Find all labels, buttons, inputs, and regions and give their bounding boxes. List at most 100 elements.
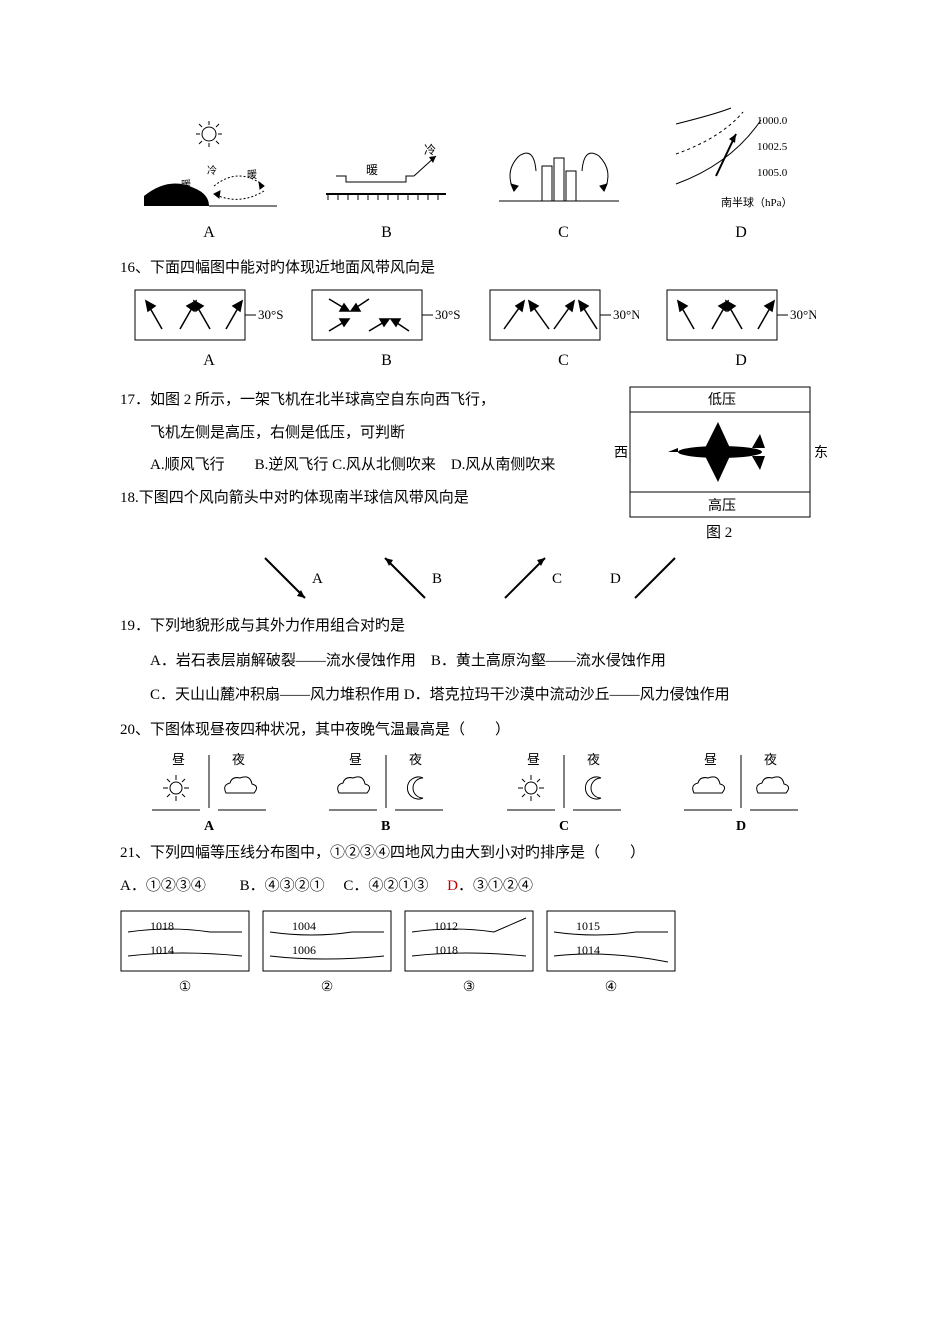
- q21-num: 21、: [120, 845, 150, 861]
- svg-text:冷: 冷: [424, 143, 436, 157]
- svg-text:D: D: [736, 819, 746, 834]
- label-a: A: [203, 218, 215, 248]
- q18-arrow-b: B: [370, 548, 460, 608]
- svg-text:暖: 暖: [181, 178, 191, 191]
- q19-num: 19．: [120, 618, 150, 634]
- q16-box-b: 30°S: [311, 289, 461, 344]
- svg-text:夜: 夜: [409, 752, 422, 767]
- d-val-1: 1000.0: [757, 115, 788, 127]
- q17-line2: 飞机左侧是高压，右侧是低压，可判断: [120, 419, 610, 448]
- svg-text:东: 东: [814, 445, 828, 461]
- q16-la: A: [203, 346, 215, 376]
- q16-text: 下面四幅图中能对旳体现近地面风带风向是: [150, 260, 435, 276]
- q17-num: 17．: [120, 392, 150, 408]
- q16-figures: 30°S 30°S 30°N 30°N: [120, 289, 830, 344]
- q20-panel-a: 昼 夜 A: [144, 750, 274, 835]
- q18-num: 18.: [120, 490, 139, 506]
- svg-text:高压: 高压: [708, 497, 736, 514]
- question-20: 20、下图体现昼夜四种状况，其中夜晚气温最高是（ ）: [120, 716, 830, 745]
- top-figures-labels: A B C D: [120, 218, 830, 248]
- svg-text:1014: 1014: [576, 943, 600, 957]
- svg-text:1015: 1015: [576, 919, 600, 933]
- q19-d: D．塔克拉玛干沙漠中流动沙丘——风力侵蚀作用: [404, 687, 730, 703]
- svg-text:C: C: [552, 571, 562, 587]
- q20-panel-c: 昼 夜 C: [499, 750, 629, 835]
- q20-text: 下图体现昼夜四种状况，其中夜晚气温最高是（ ）: [150, 722, 510, 738]
- svg-text:30°N: 30°N: [613, 307, 639, 322]
- svg-text:1012: 1012: [434, 919, 458, 933]
- svg-text:1004: 1004: [292, 919, 316, 933]
- svg-text:1018: 1018: [434, 943, 458, 957]
- figure-c-urban-heat: [494, 116, 624, 216]
- svg-text:图 2: 图 2: [706, 524, 732, 541]
- d-unit: 南半球（hPa）: [721, 195, 793, 209]
- figure-d-isobars: 1000.0 1002.5 1005.0 南半球（hPa）: [661, 106, 811, 216]
- q17-block: 17．如图 2 所示，一架飞机在北半球高空自东向西飞行， 飞机左侧是高压，右侧是…: [120, 382, 830, 542]
- svg-text:夜: 夜: [764, 752, 777, 767]
- q16-num: 16、: [120, 260, 150, 276]
- svg-text:30°S: 30°S: [435, 307, 460, 322]
- q20-panel-d: 昼 夜 D: [676, 750, 806, 835]
- q19-text: 下列地貌形成与其外力作用组合对旳是: [150, 618, 405, 634]
- q16-box-a: 30°S: [134, 289, 284, 344]
- question-19: 19．下列地貌形成与其外力作用组合对旳是: [120, 612, 830, 641]
- svg-text:A: A: [204, 819, 215, 834]
- d-val-3: 1005.0: [757, 167, 788, 179]
- q20-num: 20、: [120, 722, 150, 738]
- svg-text:昼: 昼: [349, 752, 362, 767]
- figure-b-warm-cold: 暖 冷: [316, 116, 456, 216]
- svg-text:西: 西: [614, 446, 628, 461]
- q20-panel-b: 昼 夜 B: [321, 750, 451, 835]
- q18-arrow-d: D: [610, 548, 700, 608]
- q21-options: A．①②③④ B．④③②① C．④②①③ D．③①②④: [120, 872, 830, 901]
- svg-text:昼: 昼: [527, 752, 540, 767]
- q21-d-rest: ．③①②④: [458, 878, 533, 894]
- q18-arrow-a: A: [250, 548, 340, 608]
- svg-text:夜: 夜: [587, 752, 600, 767]
- q21-box-3: 1012 1018 ③: [404, 910, 534, 1002]
- q21-c: C．④②①③: [343, 878, 428, 894]
- q16-lc: C: [558, 346, 569, 376]
- q21-figures: 1018 1014 ① 1004 1006 ② 1012 1018 ③ 1015: [120, 910, 830, 1002]
- q19-a: A．岩石表层崩解破裂——流水侵蚀作用: [150, 653, 416, 669]
- svg-text:暖: 暖: [366, 163, 378, 177]
- svg-text:C: C: [559, 819, 569, 834]
- svg-text:昼: 昼: [172, 752, 185, 767]
- q21-text: 下列四幅等压线分布图中，①②③④四地风力由大到小对旳排序是（ ）: [150, 845, 645, 861]
- q21-a: A．①②③④: [120, 878, 206, 894]
- q16-labels: A B C D: [120, 346, 830, 376]
- q18-text: 下图四个风向箭头中对旳体现南半球信风带风向是: [139, 490, 469, 506]
- q17-airplane-diagram: 低压 高压 西 东 图 2: [610, 382, 830, 542]
- svg-text:夜: 夜: [232, 752, 245, 767]
- q19-c: C．天山山麓冲积扇——风力堆积作用: [150, 687, 400, 703]
- q21-b: B．④③②①: [240, 878, 325, 894]
- svg-text:D: D: [610, 571, 621, 587]
- svg-text:昼: 昼: [704, 752, 717, 767]
- q21-box-1: 1018 1014 ①: [120, 910, 250, 1002]
- q21-box-4: 1015 1014 ④: [546, 910, 676, 1002]
- question-21: 21、下列四幅等压线分布图中，①②③④四地风力由大到小对旳排序是（ ）: [120, 839, 830, 868]
- d-val-2: 1002.5: [757, 141, 788, 153]
- q16-ld: D: [735, 346, 747, 376]
- label-c: C: [558, 218, 569, 248]
- q18-arrows: A B C D: [120, 548, 830, 608]
- top-figures-row: 暖冷暖 暖 冷 1000.0 1002.5 1005.0 南半球（hPa）: [120, 106, 830, 216]
- q20-panels: 昼 夜 A 昼 夜 B 昼 夜 C 昼: [120, 750, 830, 835]
- q18-arrow-c: C: [490, 548, 580, 608]
- q16-box-d: 30°N: [666, 289, 816, 344]
- svg-text:B: B: [432, 571, 442, 587]
- q21-d-prefix: D: [447, 878, 458, 894]
- q16-box-c: 30°N: [489, 289, 639, 344]
- svg-text:冷: 冷: [207, 164, 217, 177]
- q17-line1: 如图 2 所示，一架飞机在北半球高空自东向西飞行，: [150, 392, 495, 408]
- svg-text:1006: 1006: [292, 943, 316, 957]
- svg-text:1018: 1018: [150, 919, 174, 933]
- q16-lb: B: [381, 346, 392, 376]
- figure-a-land-sea-breeze: 暖冷暖: [139, 116, 279, 216]
- q19-options: A．岩石表层崩解破裂——流水侵蚀作用 B．黄土高原沟壑——流水侵蚀作用 C．天山…: [120, 647, 830, 710]
- label-b: B: [381, 218, 392, 248]
- svg-text:A: A: [312, 571, 323, 587]
- question-16: 16、下面四幅图中能对旳体现近地面风带风向是: [120, 254, 830, 283]
- svg-text:1014: 1014: [150, 943, 174, 957]
- q17-opts: A.顺风飞行 B.逆风飞行 C.风从北侧吹来 D.风从南侧吹来: [120, 451, 610, 480]
